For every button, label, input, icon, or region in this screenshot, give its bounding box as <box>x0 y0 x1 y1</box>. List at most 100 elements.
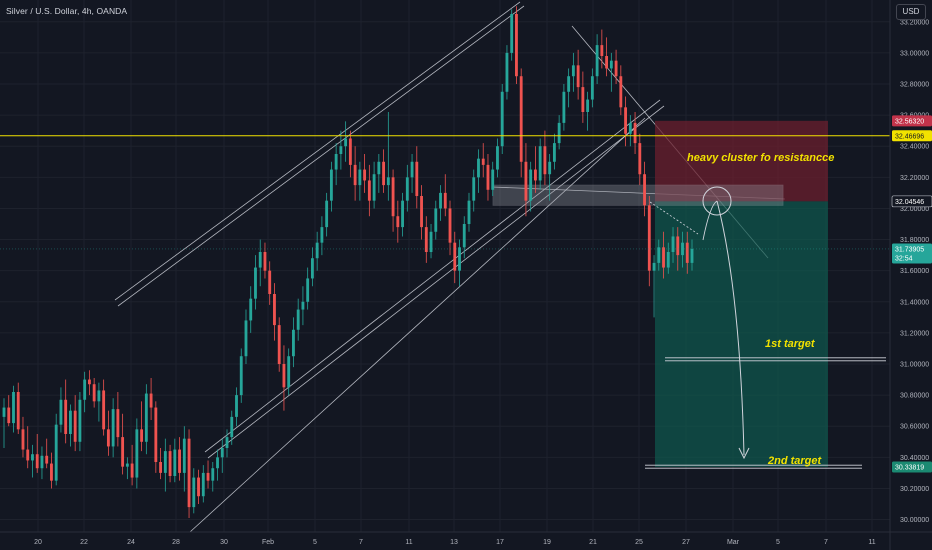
candle-body <box>510 14 514 53</box>
candle-body <box>415 161 419 196</box>
candle-body <box>211 468 215 481</box>
candle-body <box>443 192 447 209</box>
candle-body <box>325 200 329 228</box>
candle-body <box>638 143 642 175</box>
y-tick-label: 31.20000 <box>900 330 929 337</box>
candle-body <box>348 138 352 165</box>
candle-body <box>571 65 575 77</box>
candle-body <box>458 247 461 271</box>
candle-body <box>590 76 594 100</box>
candle-body <box>372 174 376 201</box>
candle-body <box>135 429 139 478</box>
candle-body <box>144 393 148 442</box>
candle-body <box>562 91 566 123</box>
candle-body <box>605 56 609 69</box>
candle-body <box>2 407 6 417</box>
x-tick-label: 27 <box>682 539 690 546</box>
candle-body <box>500 91 504 147</box>
candle-body <box>671 236 675 252</box>
candle-body <box>543 146 547 175</box>
price-tag-box <box>892 461 932 473</box>
candle-body <box>690 248 694 263</box>
candle-body <box>462 224 466 248</box>
resistance-annotation: heavy cluster fo resistancce <box>687 152 834 164</box>
x-tick-label: Mar <box>727 539 740 546</box>
trend-line <box>114 1 521 301</box>
candle-body <box>586 99 590 112</box>
candle-body <box>386 177 390 186</box>
candle-body <box>486 164 490 190</box>
time-axis[interactable]: 20 22 24 28 30 Feb 5 7 11 13 17 19 21 25 27 Mar 5 7 11 <box>0 531 932 546</box>
candle-body <box>624 107 627 134</box>
price-tag-countdown: 32:54 <box>895 256 913 263</box>
target2-annotation: 2nd target <box>767 455 823 467</box>
candle-body <box>401 200 404 228</box>
candle-body <box>268 270 272 294</box>
candle-body <box>121 437 125 467</box>
candle-body <box>154 407 158 462</box>
price-tag-stop: 32.56320 <box>892 115 932 127</box>
candle-body <box>657 247 661 263</box>
candle-body <box>339 146 343 154</box>
x-tick-label: 19 <box>543 539 551 546</box>
x-tick-label: 21 <box>589 539 597 546</box>
candle-body <box>595 45 599 77</box>
candle-body <box>97 390 101 402</box>
x-tick-label: 11 <box>405 539 412 546</box>
price-tag-label: 32.46696 <box>895 133 924 140</box>
price-tag-target: 30.33819 <box>892 461 932 473</box>
candle-body <box>244 320 248 357</box>
price-tag-resistance: 32.46696 <box>892 130 932 142</box>
candle-body <box>434 208 438 232</box>
price-tag-label: 32.56320 <box>895 118 924 125</box>
price-tag-label: 31.73905 <box>895 247 924 254</box>
price-tag-entry: 32.04546 <box>891 195 932 208</box>
currency-button[interactable]: USD <box>896 4 926 20</box>
x-tick-label: Feb <box>262 539 274 546</box>
y-tick-label: 32.00000 <box>900 206 929 213</box>
candle-body <box>548 161 552 175</box>
candle-body <box>192 477 196 508</box>
candle-body <box>614 60 618 77</box>
candle-body <box>334 154 338 170</box>
candle-body <box>557 122 561 144</box>
candle-body <box>64 399 68 434</box>
candle-body <box>367 180 371 201</box>
x-tick-label: 24 <box>127 539 135 546</box>
candle-body <box>619 76 623 108</box>
candle-body <box>16 392 20 430</box>
candle-body <box>178 449 181 473</box>
candle-body <box>628 122 632 134</box>
candle-body <box>31 454 34 461</box>
y-tick-label: 32.20000 <box>900 175 929 182</box>
y-tick-label: 31.00000 <box>900 362 929 369</box>
candle-body <box>173 449 177 476</box>
y-tick-label: 32.40000 <box>900 144 929 151</box>
candle-body <box>92 384 96 402</box>
candle-body <box>111 409 115 447</box>
price-axis[interactable]: 33.2000033.0000032.8000032.6000032.40000… <box>889 0 932 550</box>
candle-body <box>524 161 528 201</box>
candle-body <box>676 236 680 256</box>
price-tag-last: 31.73905 32:54 <box>892 243 932 264</box>
price-tag-label: 32.04546 <box>895 199 924 206</box>
y-tick-label: 31.60000 <box>900 268 929 275</box>
take-profit-zone <box>655 201 828 467</box>
price-axis-panel <box>890 0 932 550</box>
y-tick-label: 30.00000 <box>900 517 929 524</box>
x-tick-label: 20 <box>34 539 42 546</box>
projection-path <box>716 200 745 456</box>
trend-line <box>189 117 646 533</box>
price-tag-box <box>892 130 932 142</box>
candle-body <box>296 309 300 330</box>
annotation-overlay: heavy cluster fo resistancce 1st target 2n… <box>0 135 890 469</box>
candle-body <box>652 262 656 271</box>
candle-body <box>552 143 556 162</box>
y-tick-label: 31.40000 <box>900 299 929 306</box>
candle-body <box>159 462 163 473</box>
candle-body <box>429 231 433 252</box>
candle-body <box>73 410 77 442</box>
candle-body <box>515 14 518 77</box>
candle-body <box>235 395 238 417</box>
